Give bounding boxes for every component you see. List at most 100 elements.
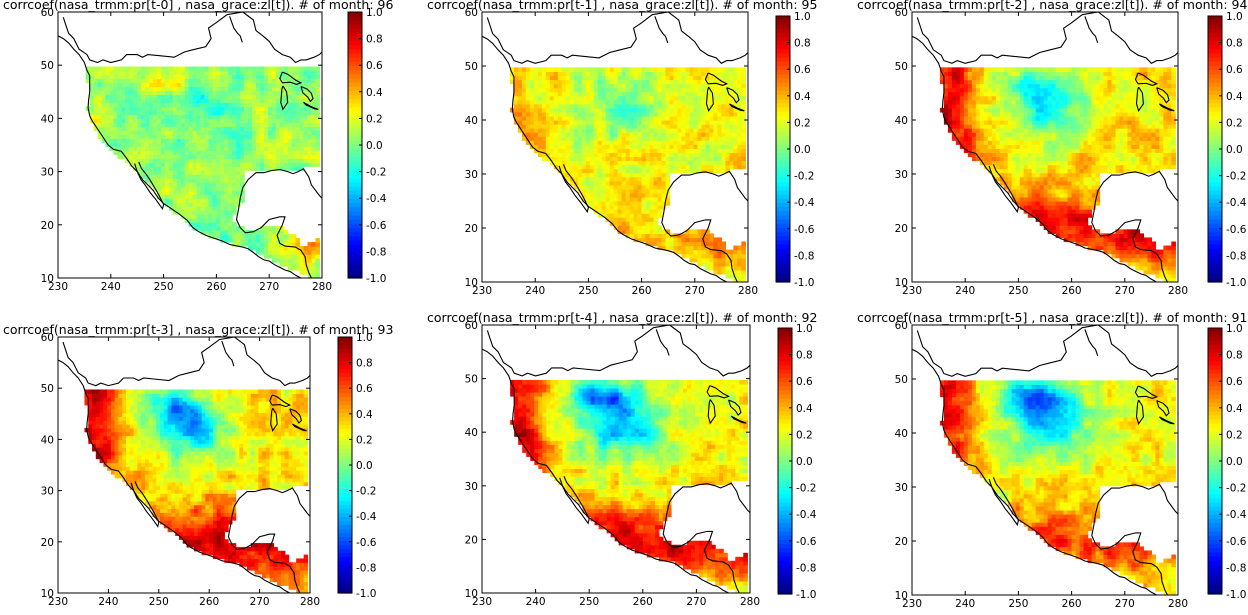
- heatmap-cell: [725, 160, 730, 166]
- heatmap-cell: [275, 226, 281, 231]
- heatmap-cell: [160, 178, 166, 183]
- heatmap-cell: [224, 194, 229, 199]
- heatmap-cell: [673, 140, 679, 145]
- heatmap-cell: [701, 229, 707, 234]
- heatmap-cell: [629, 79, 635, 85]
- heatmap-cell: [729, 136, 734, 141]
- heatmap-cell: [287, 154, 293, 159]
- heatmap-cell: [216, 94, 221, 100]
- heatmap-cell: [192, 150, 198, 155]
- heatmap-cell: [995, 75, 1001, 81]
- heatmap-cell: [641, 233, 647, 239]
- heatmap-cell: [117, 146, 122, 151]
- heatmap-cell: [613, 99, 619, 105]
- heatmap-cell: [240, 106, 245, 112]
- heatmap-cell: [633, 95, 639, 101]
- heatmap-cell: [565, 144, 571, 149]
- heatmap-cell: [517, 95, 523, 101]
- heatmap-cell: [661, 128, 667, 133]
- heatmap-cell: [1051, 176, 1057, 182]
- heatmap-cell: [999, 91, 1005, 97]
- heatmap-cell: [176, 190, 182, 195]
- heatmap-cell: [172, 162, 178, 167]
- heatmap-cell: [1003, 99, 1009, 105]
- heatmap-cell: [283, 154, 289, 159]
- heatmap-cell: [645, 209, 651, 214]
- heatmap-cell: [275, 254, 281, 259]
- heatmap-cell: [621, 188, 627, 194]
- heatmap-cell: [1047, 172, 1053, 178]
- heatmap-cell: [1011, 120, 1017, 125]
- heatmap-cell: [1035, 83, 1041, 89]
- heatmap-cell: [97, 82, 103, 88]
- colorbar-segment: [348, 253, 362, 258]
- heatmap-cell: [89, 94, 95, 100]
- heatmap-cell: [637, 67, 643, 72]
- heatmap-cell: [216, 206, 221, 211]
- heatmap-cell: [609, 196, 615, 202]
- heatmap-cell: [145, 130, 150, 135]
- gulf-coastline: [235, 168, 323, 279]
- heatmap-cell: [693, 120, 699, 125]
- heatmap-cell: [188, 82, 194, 88]
- heatmap-cell: [224, 114, 229, 119]
- heatmap-cell: [565, 91, 571, 97]
- heatmap-cell: [637, 196, 643, 202]
- heatmap-cell: [224, 142, 229, 147]
- heatmap-cell: [1055, 99, 1061, 105]
- heatmap-cell: [307, 78, 313, 84]
- heatmap-cell: [1059, 140, 1065, 145]
- heatmap-cell: [113, 74, 118, 80]
- heatmap-cell: [701, 111, 707, 117]
- heatmap-cell: [93, 122, 99, 127]
- heatmap-cell: [232, 130, 237, 135]
- heatmap-cell: [561, 83, 567, 89]
- heatmap-cell: [601, 205, 607, 210]
- heatmap-cell: [315, 134, 320, 139]
- heatmap-cell: [967, 144, 973, 149]
- heatmap-cell: [1059, 144, 1065, 149]
- heatmap-cell: [737, 79, 742, 85]
- heatmap-cell: [1047, 180, 1053, 186]
- heatmap-cell: [725, 99, 730, 105]
- heatmap-cell: [513, 111, 519, 117]
- heatmap-cell: [315, 254, 320, 259]
- heatmap-cell: [657, 209, 663, 214]
- heatmap-cell: [979, 71, 985, 77]
- heatmap-cell: [291, 74, 297, 80]
- heatmap-cell: [121, 74, 126, 80]
- heatmap-cell: [577, 91, 583, 97]
- heatmap-cell: [172, 114, 178, 119]
- heatmap-cell: [1019, 148, 1025, 153]
- heatmap-cell: [649, 192, 655, 198]
- heatmap-cell: [291, 238, 297, 243]
- heatmap-cell: [180, 98, 186, 104]
- heatmap-cell: [1043, 83, 1049, 89]
- heatmap-cell: [244, 142, 249, 147]
- heatmap-cell: [561, 71, 567, 77]
- heatmap-cell: [1015, 184, 1021, 190]
- heatmap-cell: [287, 94, 293, 100]
- heatmap-cell: [172, 70, 178, 76]
- heatmap-cell: [549, 124, 555, 129]
- heatmap-cell: [113, 122, 118, 127]
- heatmap-cell: [1059, 111, 1065, 117]
- heatmap-cell: [1031, 180, 1037, 186]
- heatmap-cell: [553, 99, 559, 105]
- heatmap-cell: [605, 156, 611, 162]
- heatmap-cell: [129, 106, 134, 112]
- heatmap-cell: [1055, 201, 1061, 206]
- heatmap-cell: [581, 87, 587, 93]
- heatmap-cell: [549, 87, 555, 93]
- heatmap-cell: [589, 192, 595, 198]
- heatmap-cell: [665, 144, 671, 149]
- heatmap-cell: [228, 198, 233, 203]
- heatmap-cell: [1035, 67, 1041, 72]
- heatmap-cell: [168, 130, 174, 135]
- heatmap-cell: [721, 144, 726, 149]
- heatmap-cell: [160, 138, 166, 143]
- heatmap-cell: [184, 178, 190, 183]
- colorbar-segment: [776, 32, 790, 38]
- heatmap-cell: [1007, 152, 1013, 158]
- heatmap-cell: [637, 217, 643, 222]
